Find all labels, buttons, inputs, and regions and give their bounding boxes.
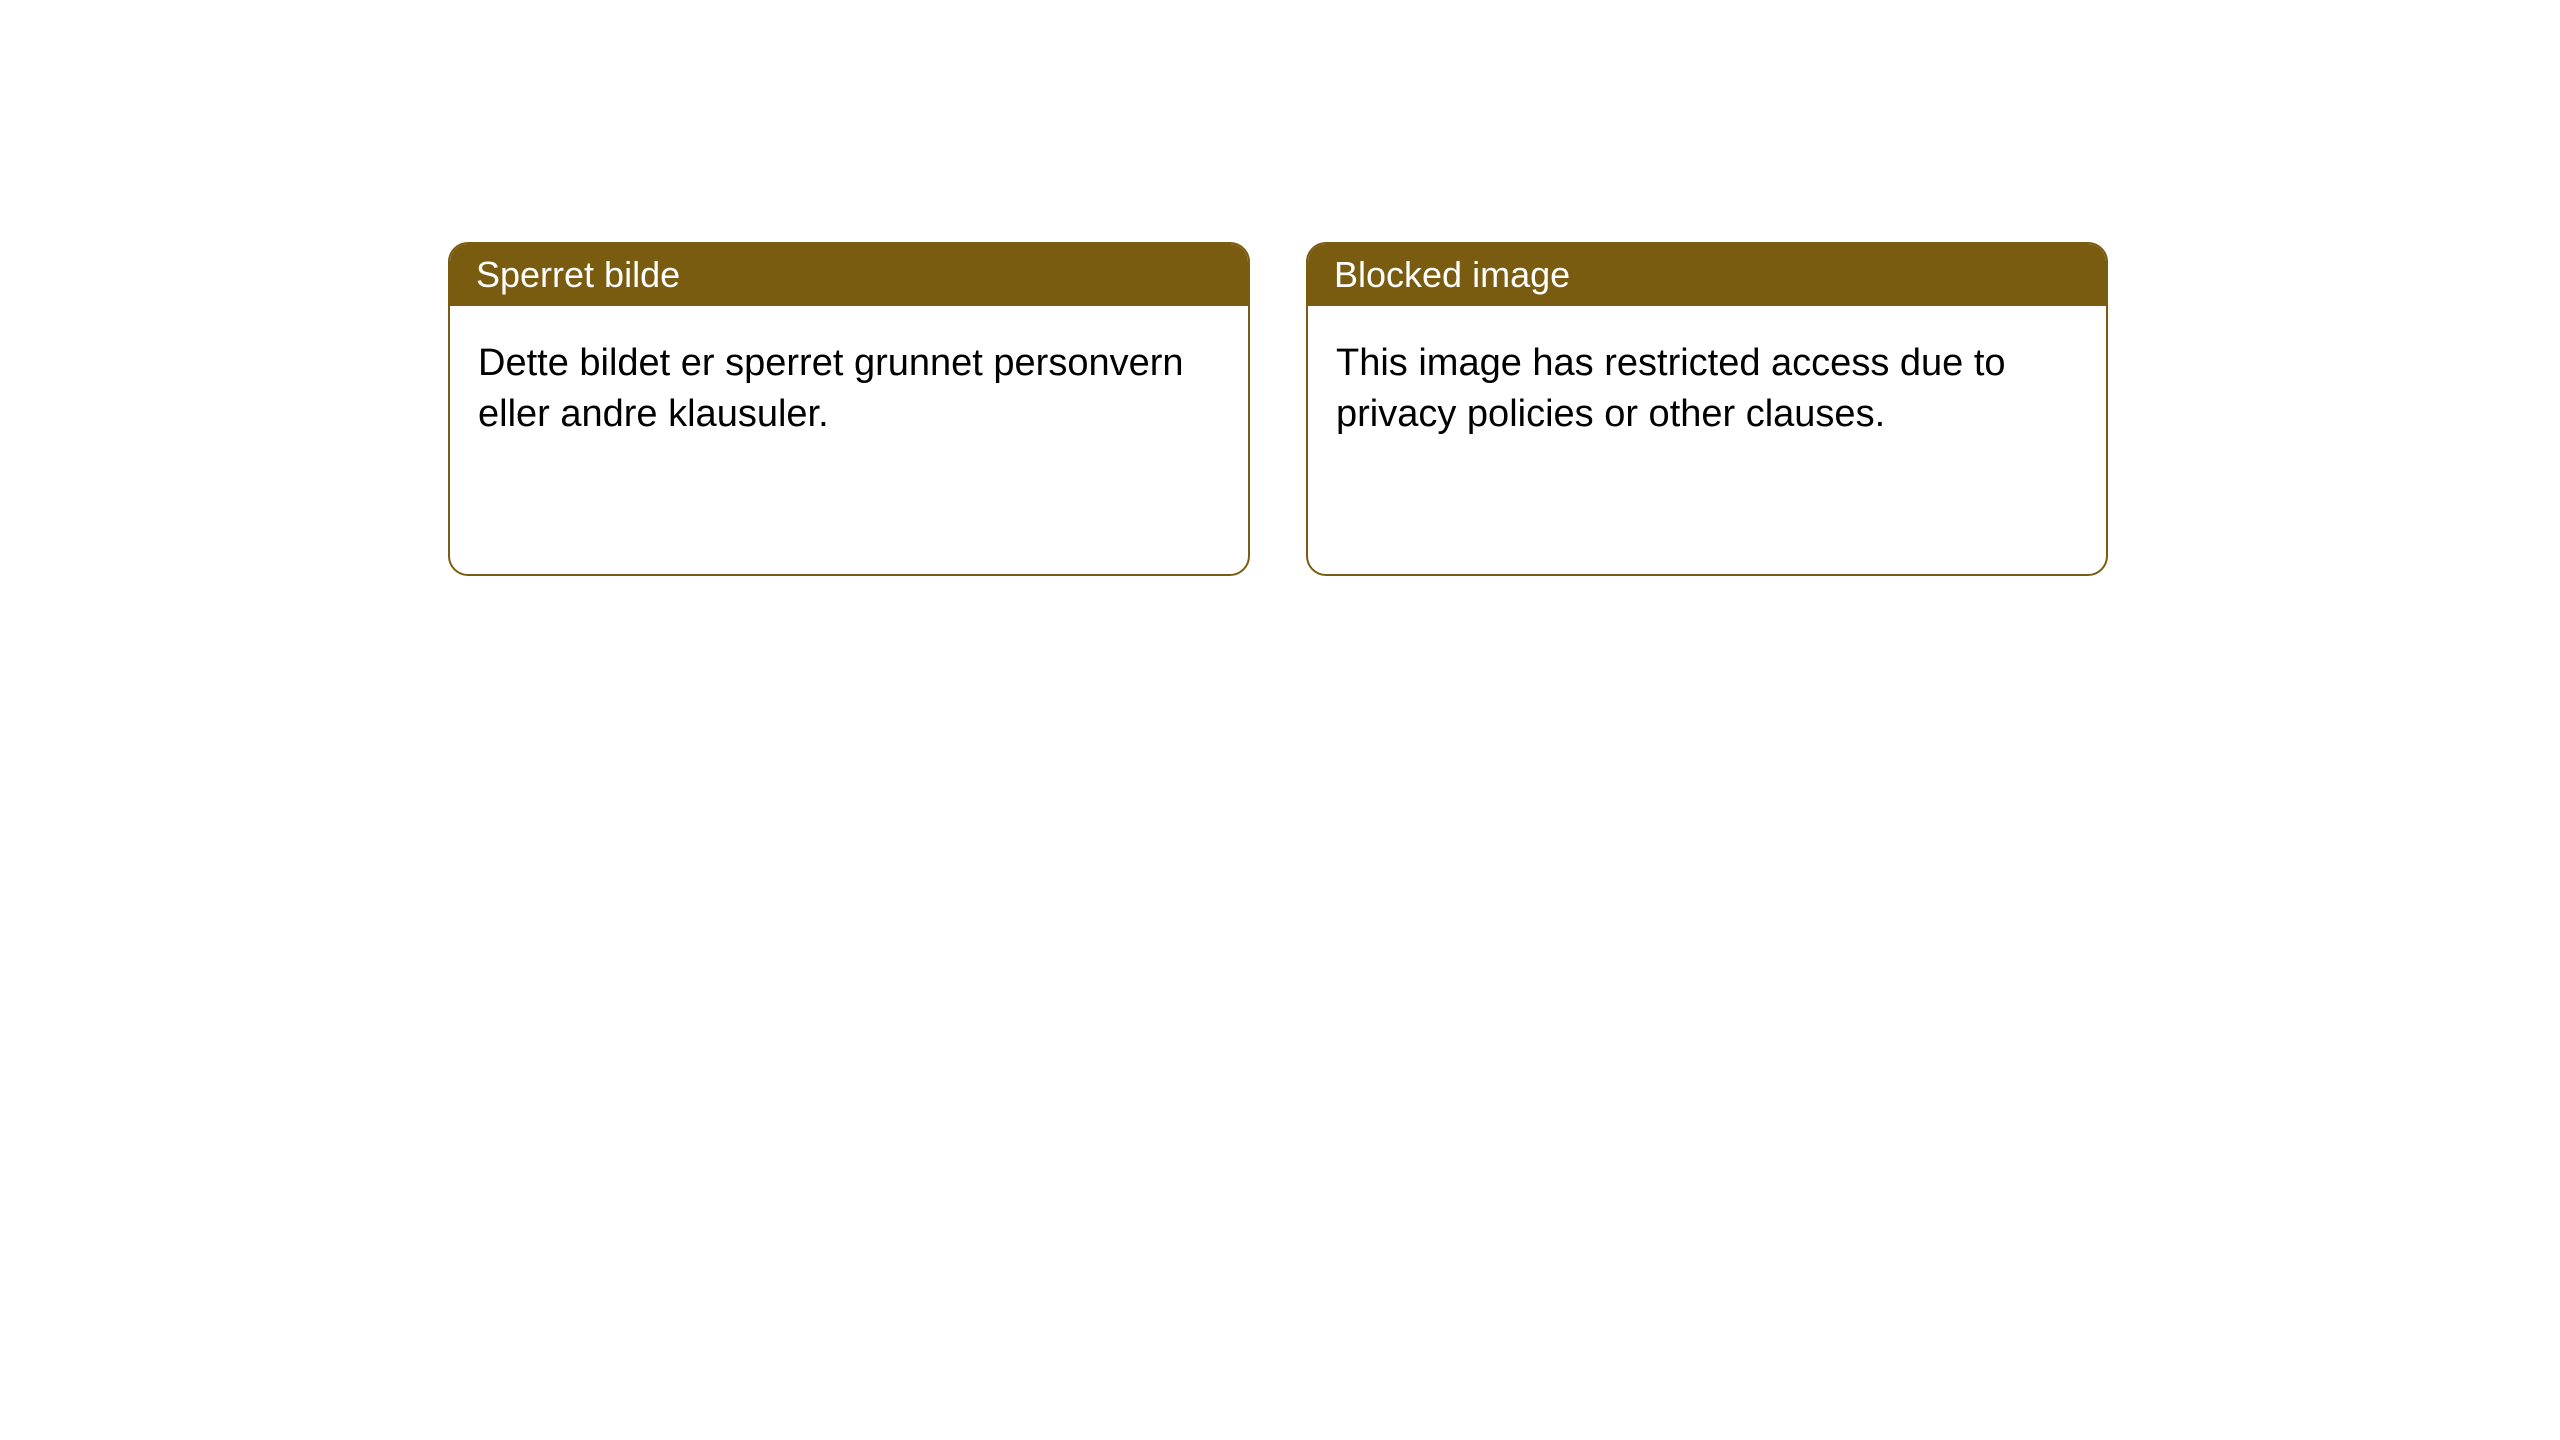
notice-body-norwegian: Dette bildet er sperret grunnet personve… xyxy=(450,306,1248,574)
notice-card-english: Blocked image This image has restricted … xyxy=(1306,242,2108,576)
notice-card-norwegian: Sperret bilde Dette bildet er sperret gr… xyxy=(448,242,1250,576)
notice-body-english: This image has restricted access due to … xyxy=(1308,306,2106,574)
notice-title-norwegian: Sperret bilde xyxy=(450,244,1248,306)
notice-container: Sperret bilde Dette bildet er sperret gr… xyxy=(448,242,2108,576)
notice-title-english: Blocked image xyxy=(1308,244,2106,306)
